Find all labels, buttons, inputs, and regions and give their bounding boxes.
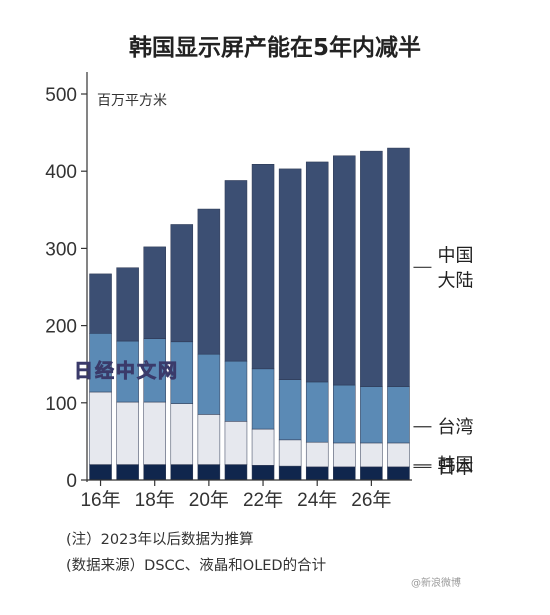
bar-segment-中国大陆-21年 [224, 180, 248, 362]
chart-title: 韩国显示屏产能在5年内减半 [128, 35, 421, 61]
bar-segment-日本-16年 [89, 464, 112, 481]
bar-segment-日本-27年 [387, 466, 410, 481]
bar-segment-韩国-26年 [360, 442, 383, 468]
bar-segment-台湾-21年 [224, 360, 248, 422]
bar-segment-日本-22年 [251, 465, 275, 481]
bar-segment-韩国-27年 [387, 442, 410, 468]
bar-segment-日本-24年 [305, 466, 329, 481]
bar-segment-日本-19年 [170, 464, 194, 481]
x-tick-label: 20年 [189, 489, 229, 511]
y-axis-unit-label: 百万平方米 [97, 93, 167, 109]
bar-segment-韩国-16年 [89, 391, 112, 465]
legend-label-韩国: 韩国 [437, 455, 473, 476]
bar-segment-韩国-18年 [143, 401, 166, 465]
bar-segment-台湾-27年 [387, 386, 410, 444]
bar-segment-日本-26年 [360, 466, 383, 481]
y-tick-label: 0 [66, 471, 77, 492]
bar-segment-日本-25年 [333, 466, 356, 481]
legend-label-中国大陆: 中国 [437, 245, 473, 266]
y-tick-label: 200 [45, 317, 77, 338]
bar-segment-中国大陆-17年 [116, 267, 139, 342]
bar-segment-韩国-21年 [224, 421, 248, 465]
y-tick-label: 100 [45, 394, 77, 415]
bar-segment-韩国-23年 [278, 439, 302, 467]
bar-segment-台湾-22年 [251, 368, 275, 430]
bar-segment-日本-17年 [116, 464, 139, 481]
watermark-text: 日经中文网 [74, 359, 179, 382]
bar-segment-韩国-22年 [251, 428, 275, 466]
bar-segment-韩国-17年 [116, 401, 139, 465]
bar-segment-中国大陆-26年 [360, 150, 383, 387]
legend-label-中国大陆: 大陆 [437, 270, 473, 291]
bar-segment-中国大陆-20年 [197, 208, 221, 355]
bars-group [89, 147, 410, 481]
bar-segment-中国大陆-27年 [387, 147, 410, 387]
bar-segment-日本-23年 [278, 465, 302, 481]
x-tick-label: 18年 [135, 489, 175, 511]
bar-segment-中国大陆-16年 [89, 273, 112, 334]
legend-label-日本: 日本 [437, 457, 473, 478]
credit-text: @新浪微博 [411, 578, 461, 589]
bar-segment-台湾-20年 [197, 353, 221, 415]
bar-segment-韩国-25年 [333, 442, 356, 468]
bar-segment-台湾-23年 [278, 379, 302, 441]
bar-segment-台湾-26年 [360, 386, 383, 444]
bar-segment-日本-18年 [143, 464, 166, 481]
bar-segment-台湾-25年 [333, 384, 356, 444]
bar-segment-日本-21年 [224, 464, 248, 481]
bar-segment-韩国-24年 [305, 441, 329, 468]
x-tick-label: 26年 [351, 489, 391, 511]
x-axis: 16年 18年 20年 22年 24年 26年 [80, 479, 412, 511]
data-source-note: (数据来源）DSCC、液晶和OLED的合计 [66, 558, 327, 574]
x-tick-label: 22年 [243, 489, 283, 511]
legend-label-台湾: 台湾 [437, 417, 473, 438]
bar-segment-中国大陆-18年 [143, 246, 166, 339]
y-tick-label: 500 [45, 85, 77, 106]
y-tick-label: 300 [45, 239, 77, 260]
bar-segment-日本-20年 [197, 464, 221, 481]
y-axis: 0 100 200 300 400 500 [45, 72, 88, 492]
bar-segment-韩国-19年 [170, 403, 194, 465]
footnote: (注）2023年以后数据为推算 [66, 532, 254, 548]
bar-segment-中国大陆-22年 [251, 164, 275, 370]
bar-segment-中国大陆-24年 [305, 161, 329, 383]
bar-segment-中国大陆-25年 [333, 155, 356, 386]
bar-segment-韩国-20年 [197, 414, 221, 465]
y-tick-label: 400 [45, 162, 77, 183]
x-tick-label: 16年 [80, 489, 120, 511]
x-tick-label: 24年 [297, 489, 337, 511]
bar-segment-台湾-24年 [305, 381, 329, 443]
bar-segment-中国大陆-19年 [170, 224, 194, 343]
bar-segment-中国大陆-23年 [278, 168, 302, 380]
